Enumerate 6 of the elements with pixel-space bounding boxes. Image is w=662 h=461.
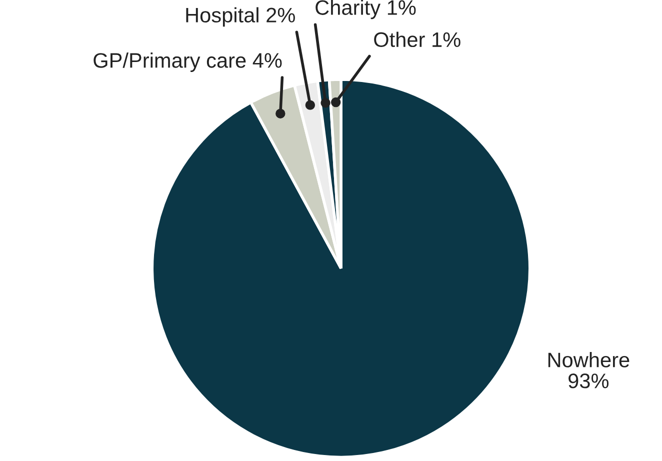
data-label: 93% [568,374,609,388]
slice-label: Nowhere [548,352,630,368]
slice-label: Hospital 2% [186,7,295,27]
slice-label: Charity 1% [316,0,416,20]
slice-label: GP/Primary care 4% [94,52,282,72]
slice-label: Other 1% [374,32,460,48]
